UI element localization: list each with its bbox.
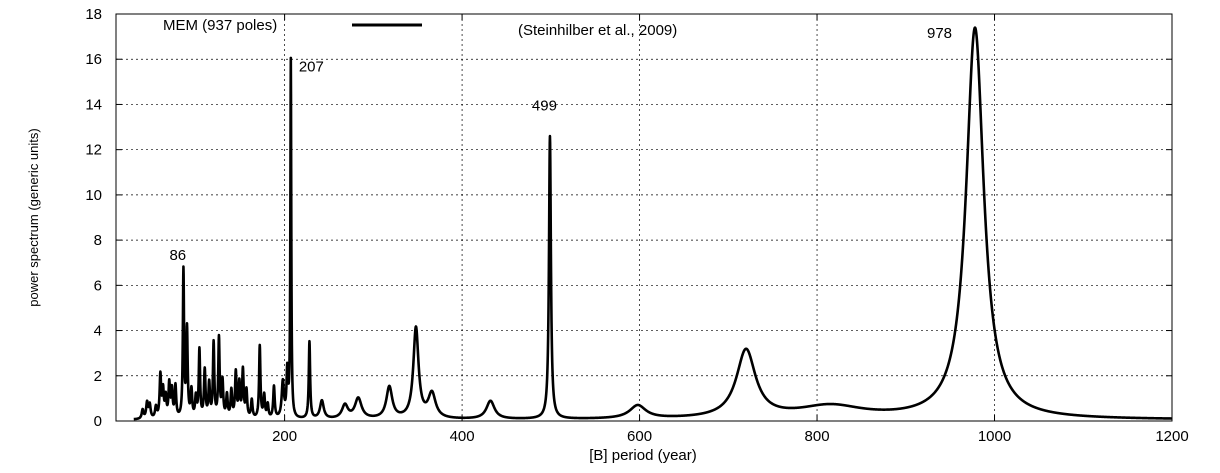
y-tick-label: 12 xyxy=(85,142,102,159)
peak-label: 499 xyxy=(532,97,557,114)
y-tick-label: 14 xyxy=(85,96,102,113)
y-tick-label: 0 xyxy=(94,413,102,430)
x-tick-label: 1000 xyxy=(978,428,1011,445)
x-tick-label: 200 xyxy=(272,428,297,445)
y-tick-label: 8 xyxy=(94,232,102,249)
y-tick-label: 4 xyxy=(94,323,102,340)
x-tick-label: 800 xyxy=(805,428,830,445)
peak-label: 978 xyxy=(927,25,952,42)
grid-lines xyxy=(116,14,1172,421)
legend: MEM (937 poles) xyxy=(163,17,422,34)
series-layer xyxy=(132,26,1173,421)
legend-label: MEM (937 poles) xyxy=(163,17,277,34)
peak-label: 207 xyxy=(299,59,324,76)
x-tick-label: 1200 xyxy=(1155,428,1188,445)
y-tick-label: 2 xyxy=(94,368,102,385)
y-tick-label: 10 xyxy=(85,187,102,204)
y-tick-label: 6 xyxy=(94,277,102,294)
x-axis-title: [B] period (year) xyxy=(589,447,697,464)
series-line xyxy=(132,26,1173,421)
axis-ticks xyxy=(116,13,1173,422)
tick-labels: 200 400 600 800 1000 1200 0 2 4 6 8 10 12 14 16 18 xyxy=(85,6,1188,445)
y-tick-label: 18 xyxy=(85,6,102,23)
peak-annotations: 86 207 499 978 xyxy=(169,25,952,264)
source-reference: (Steinhilber et al., 2009) xyxy=(518,22,677,39)
x-tick-label: 400 xyxy=(450,428,475,445)
y-axis-title: power spectrum (generic units) xyxy=(26,128,41,306)
y-tick-label: 16 xyxy=(85,51,102,68)
peak-label: 86 xyxy=(169,247,186,264)
x-tick-label: 600 xyxy=(627,428,652,445)
plot-frame xyxy=(115,13,1173,422)
